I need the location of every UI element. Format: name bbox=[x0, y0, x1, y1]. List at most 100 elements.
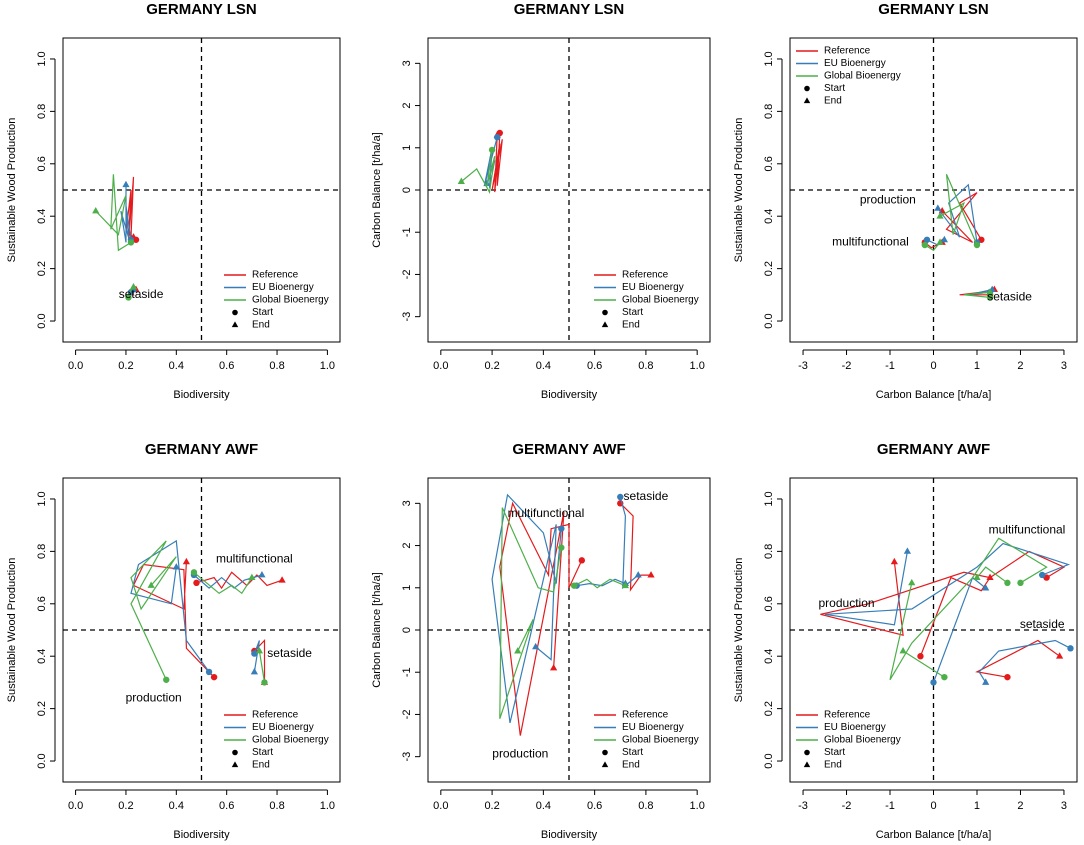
series-line-reference bbox=[975, 639, 1060, 678]
legend-start-marker bbox=[804, 85, 810, 92]
chart-panel-4: GERMANY AWF 0.0 0.2 0.4 0.6 0.8 1.0 Biodiversit… bbox=[6, 441, 341, 841]
end-point bbox=[982, 678, 990, 685]
end-point bbox=[986, 288, 994, 295]
legend-start-marker bbox=[804, 749, 810, 756]
y-tick-label: 1.0 bbox=[36, 491, 48, 506]
y-tick-label: 2 bbox=[401, 542, 413, 548]
x-tick-label: 0.2 bbox=[484, 800, 499, 812]
legend-label: Start bbox=[252, 307, 273, 318]
legend-label: Global Bioenergy bbox=[824, 71, 901, 82]
legend-label: Reference bbox=[622, 710, 669, 721]
legend-label: Reference bbox=[824, 710, 871, 721]
start-point bbox=[127, 239, 135, 246]
end-point bbox=[940, 235, 948, 243]
end-point bbox=[986, 573, 994, 580]
x-tick-label: 1.0 bbox=[320, 360, 335, 372]
x-tick-label: 0.0 bbox=[68, 800, 83, 812]
end-point bbox=[899, 646, 907, 654]
annotation-label: multifunctional bbox=[508, 506, 585, 520]
x-tick-label: 0.8 bbox=[638, 800, 653, 812]
y-tick-label: 0.6 bbox=[763, 596, 775, 611]
y-tick-label: 2 bbox=[401, 102, 413, 108]
x-tick-label: 0.6 bbox=[219, 800, 234, 812]
x-tick-label: 0.6 bbox=[587, 800, 602, 812]
series-line-eu-bioenergy bbox=[619, 496, 639, 590]
x-tick-label: 0.2 bbox=[484, 360, 499, 372]
y-tick-label: 0.6 bbox=[36, 596, 48, 611]
x-tick-label: 2 bbox=[1017, 360, 1023, 372]
series-line-reference bbox=[196, 571, 283, 590]
end-point bbox=[248, 573, 256, 580]
end-point bbox=[182, 557, 190, 565]
x-tick-label: 0.4 bbox=[536, 360, 551, 372]
legend-start-marker bbox=[232, 309, 238, 316]
y-tick-label: -1 bbox=[401, 667, 413, 677]
start-point bbox=[930, 679, 937, 686]
x-tick-label: 0.8 bbox=[638, 360, 653, 372]
annotation-label: setaside bbox=[1020, 617, 1065, 631]
y-tick-label: 0.4 bbox=[763, 209, 775, 224]
start-point bbox=[973, 241, 981, 249]
start-point bbox=[210, 673, 218, 681]
start-point bbox=[558, 525, 565, 532]
annotation-label: production bbox=[126, 690, 182, 704]
legend-label: EU Bioenergy bbox=[824, 722, 886, 733]
x-axis-label: Carbon Balance [t/ha/a] bbox=[876, 389, 992, 401]
start-point bbox=[923, 236, 931, 243]
chart-panel-1: GERMANY LSN 0.0 0.2 0.4 0.6 0.8 1.0 Biodiversit… bbox=[6, 1, 341, 401]
y-tick-label: 0.2 bbox=[763, 701, 775, 716]
legend-label: End bbox=[252, 320, 270, 331]
end-point bbox=[982, 584, 990, 591]
series-line-eu-bioenergy bbox=[253, 640, 260, 672]
y-tick-label: -3 bbox=[401, 312, 413, 322]
series-line-reference bbox=[919, 576, 991, 657]
end-point bbox=[250, 667, 258, 675]
end-point bbox=[92, 206, 100, 214]
start-point bbox=[1004, 673, 1011, 681]
series-line-global-bioenergy bbox=[499, 507, 562, 719]
y-tick-label: -2 bbox=[401, 710, 413, 720]
x-tick-label: 1.0 bbox=[320, 800, 335, 812]
start-point bbox=[163, 676, 170, 683]
end-point bbox=[278, 576, 286, 583]
legend-label: EU Bioenergy bbox=[252, 282, 314, 293]
annotation-label: setaside bbox=[987, 290, 1032, 304]
x-tick-label: 3 bbox=[1061, 360, 1067, 372]
series-line-reference bbox=[619, 502, 651, 592]
end-point bbox=[172, 563, 180, 570]
x-tick-label: 0.0 bbox=[433, 800, 448, 812]
x-tick-label: 0 bbox=[930, 800, 936, 812]
x-tick-label: -1 bbox=[885, 800, 895, 812]
y-tick-label: -2 bbox=[401, 270, 413, 280]
y-tick-label: -3 bbox=[401, 752, 413, 762]
y-tick-label: 0.4 bbox=[36, 209, 48, 224]
start-point bbox=[205, 668, 213, 676]
legend-start-marker bbox=[602, 309, 608, 316]
chart-title: GERMANY LSN bbox=[514, 1, 625, 18]
x-axis-label: Biodiversity bbox=[541, 389, 598, 401]
y-axis-label: Carbon Balance [t/ha/a] bbox=[371, 572, 383, 688]
chart-title: GERMANY AWF bbox=[145, 441, 258, 458]
annotation-label: multifunctional bbox=[216, 551, 293, 565]
start-point bbox=[251, 650, 258, 657]
series-line-global-bioenergy bbox=[889, 537, 1048, 681]
x-tick-label: 2 bbox=[1017, 800, 1023, 812]
series-line-eu-bioenergy bbox=[120, 184, 132, 243]
legend-end-marker bbox=[601, 321, 609, 328]
chart-panel-3: GERMANY LSN -3 -2 -1 0 1 2 3 Carbon Balance [t/h… bbox=[733, 1, 1078, 401]
end-point bbox=[973, 573, 981, 580]
x-tick-label: 1 bbox=[974, 360, 980, 372]
end-point bbox=[129, 282, 138, 290]
x-tick-label: 0.0 bbox=[433, 360, 448, 372]
y-tick-label: 0.4 bbox=[763, 649, 775, 664]
y-axis-label: Carbon Balance [t/ha/a] bbox=[371, 132, 383, 248]
annotation-label: setaside bbox=[624, 489, 669, 503]
x-tick-label: -3 bbox=[798, 360, 808, 372]
end-point bbox=[255, 646, 264, 654]
legend-label: EU Bioenergy bbox=[622, 722, 684, 733]
y-tick-label: 0.0 bbox=[36, 313, 48, 328]
x-tick-label: 1.0 bbox=[690, 800, 705, 812]
chart-panel-5: GERMANY AWF 0.0 0.2 0.4 0.6 0.8 1.0 Biodiversit… bbox=[371, 441, 711, 841]
y-tick-label: 0.8 bbox=[36, 104, 48, 119]
chart-panel-2: GERMANY LSN 0.0 0.2 0.4 0.6 0.8 1.0 Biodiversit… bbox=[371, 1, 711, 401]
